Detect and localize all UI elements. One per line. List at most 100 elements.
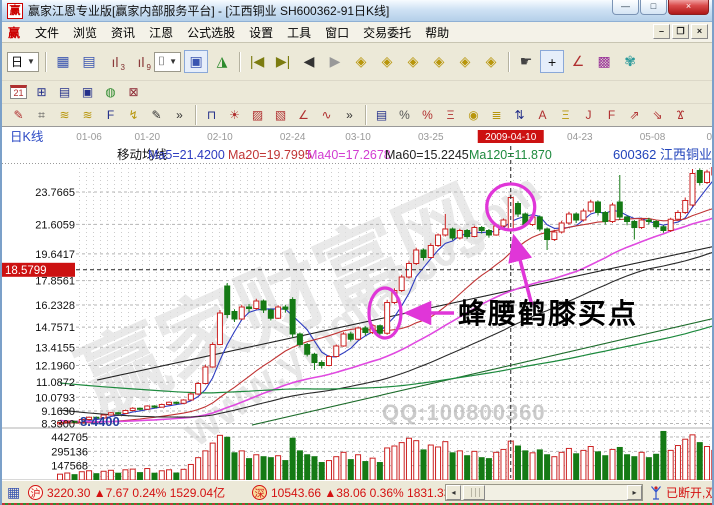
gann-grid-gold-icon[interactable]: ≋	[82, 108, 93, 122]
toolbar-main: 日 ▼ ▦ ▤ ıl 3 ıl 9 ⌷ ▼ ▣ ◮ |◀ ▶| ◀ ▶ ◈ ◈ ◈ ◈ ◈ ◈ ☛ + ∠ ▩ ✾	[2, 43, 712, 81]
zoom-diamond-h-icon[interactable]: ◈	[407, 53, 419, 69]
horizontal-scrollbar[interactable]: ◂ ▸	[445, 484, 643, 501]
ma-value-label: Ma40=17.2678	[307, 148, 391, 162]
kline-period-combo[interactable]: 日 ▼	[7, 51, 39, 72]
bars-3-icon[interactable]: ıl 3	[111, 53, 125, 73]
menu-item-9[interactable]: 帮助	[425, 25, 450, 40]
menu-item-6[interactable]: 工具	[287, 25, 312, 40]
zoom-diamond-left-icon[interactable]: ◈	[355, 53, 367, 69]
transfer-icon[interactable]: ⊠	[128, 85, 139, 99]
channel-icon[interactable]: ⊓	[206, 108, 217, 122]
last-page-icon[interactable]: ▶|	[275, 53, 291, 69]
mark-window-icon[interactable]: ▣	[184, 50, 209, 73]
date-tick-label: 02-10	[207, 132, 233, 143]
angle-measure-icon[interactable]: ∠	[571, 53, 585, 69]
gold-levels-icon[interactable]: Ξ	[561, 108, 570, 122]
zoom-diamond-v-icon[interactable]: ◈	[433, 53, 445, 69]
menu-item-3[interactable]: 江恩	[149, 25, 174, 40]
next-icon[interactable]: ▶	[329, 53, 341, 69]
notes-icon[interactable]: ▤	[58, 85, 71, 99]
pattern-box-icon[interactable]: ▨	[251, 108, 264, 122]
status-bar: ▦ 沪 3220.30 ▲7.67 0.24% 1529.04亿 深 10543…	[2, 480, 712, 503]
menu-item-0[interactable]: 文件	[35, 25, 60, 40]
menu-logo-icon: 赢	[8, 25, 21, 40]
rays-icon[interactable]: ☀	[229, 108, 240, 122]
scrollbar-track[interactable]	[485, 485, 627, 500]
menu-item-4[interactable]: 公式选股	[187, 25, 236, 40]
crosshair-icon[interactable]: +	[540, 50, 565, 73]
pattern-box2-icon[interactable]: ▧	[274, 108, 287, 122]
price-axis-label: 19.6417	[35, 249, 75, 261]
bars-9-icon[interactable]: ıl 9	[137, 53, 151, 73]
quote-grid-icon[interactable]: ▦	[7, 484, 21, 500]
menu-item-1[interactable]: 浏览	[73, 25, 98, 40]
zoom-diamond-in-icon[interactable]: ◈	[459, 53, 471, 69]
formula-icon[interactable]: ✾	[624, 53, 636, 69]
j-tool-icon[interactable]: J	[585, 108, 592, 122]
calendar-icon[interactable]: 21	[8, 83, 29, 102]
grid-tool-icon[interactable]: ⌗	[38, 107, 45, 122]
report-icon[interactable]: ▤	[82, 53, 96, 69]
zoom-diamond-out-icon[interactable]: ◈	[485, 53, 497, 69]
price-axis-label: 8.3300	[41, 419, 75, 431]
minimize-button[interactable]: —	[612, 0, 639, 15]
trend-down-icon[interactable]: ⇘	[652, 108, 663, 122]
gold-circle-icon[interactable]: ◉	[468, 108, 479, 122]
menu-item-5[interactable]: 设置	[249, 25, 274, 40]
menu-item-8[interactable]: 交易委托	[363, 25, 412, 40]
menu-item-7[interactable]: 窗口	[325, 25, 350, 40]
menu-bar: 赢 文件 浏览 资讯 江恩 公式选股 设置 工具 窗口 交易委托 帮助 – ❐ ×	[2, 22, 712, 43]
gold-bars-icon[interactable]: ≣	[491, 108, 502, 122]
levels-icon[interactable]: Ξ	[446, 108, 455, 122]
scroll-left-arrow[interactable]: ◂	[446, 485, 461, 500]
angle-lines-icon[interactable]: ∠	[298, 108, 309, 122]
mdi-close-button[interactable]: ×	[691, 24, 708, 39]
misc-tool-icon[interactable]: Ϫ	[676, 108, 685, 122]
a-label-icon[interactable]: A	[538, 108, 547, 122]
f-tool-icon[interactable]: F	[607, 108, 616, 122]
close-button[interactable]: ×	[668, 0, 709, 15]
scrollbar-thumb[interactable]	[463, 485, 485, 500]
more-tools-1-icon[interactable]: »	[176, 108, 183, 122]
connection-status-text[interactable]: 已断开,双点打开.	[666, 486, 712, 500]
maximize-button[interactable]: □	[640, 0, 667, 15]
percent2-icon[interactable]: %	[422, 108, 433, 122]
calculator-icon[interactable]: ⊞	[36, 85, 47, 99]
mdi-restore-button[interactable]: ❐	[672, 24, 689, 39]
title-bar[interactable]: 赢 赢家江恩专业版[赢家内部服务平台] - [江西铜业 SH600362-91日…	[2, 0, 712, 22]
price-axis-label: 21.6059	[35, 219, 75, 231]
zoom-diamond-right-icon[interactable]: ◈	[381, 53, 393, 69]
wave-tool-icon[interactable]: ∿	[321, 108, 332, 122]
kline-chart-area[interactable]: 赢家财富网 www.yingjia360.com QQ:100800360 23.76…	[2, 127, 714, 480]
mdi-minimize-button[interactable]: –	[653, 24, 670, 39]
more-tools-2-icon[interactable]: »	[346, 108, 353, 122]
gann-line-gold-icon[interactable]: ≋	[59, 108, 70, 122]
percent1-icon[interactable]: %	[399, 108, 410, 122]
export-icon[interactable]: ◍	[105, 85, 116, 99]
updown-icon[interactable]: ⇅	[514, 108, 525, 122]
scroll-right-arrow[interactable]: ▸	[627, 485, 642, 500]
pen-icon[interactable]: ✎	[13, 108, 24, 122]
hand-icon[interactable]: ☛	[519, 53, 533, 69]
menu-item-2[interactable]: 资讯	[111, 25, 136, 40]
first-page-icon[interactable]: |◀	[249, 53, 265, 69]
prev-icon[interactable]: ◀	[303, 53, 315, 69]
ma120-line	[59, 325, 712, 394]
toolbar-separator	[365, 105, 366, 125]
save-icon[interactable]: ▣	[81, 85, 94, 99]
trend-up-icon[interactable]: ⇗	[629, 108, 640, 122]
arc-tool-icon[interactable]: ↯	[128, 108, 139, 122]
buy-point-annotation-text: 蜂腰鹤膝买点	[458, 298, 638, 329]
gann-box-icon[interactable]: ▩	[597, 53, 611, 69]
pen2-icon[interactable]: ✎	[151, 108, 162, 122]
fib-table-icon[interactable]: F	[106, 108, 115, 122]
crosshair-price-text: 18.5799	[5, 265, 47, 277]
kline-chart-canvas[interactable]: 赢家财富网www.yingjia360.comQQ:10080036023.76…	[2, 127, 714, 480]
cylinder-combo[interactable]: ⌷ ▼	[153, 51, 182, 72]
board-icon[interactable]: ▤	[375, 108, 388, 122]
buy-point-arrow	[508, 233, 534, 306]
color-chart-icon[interactable]: ◮	[216, 53, 228, 69]
analysis-icon[interactable]: ▦	[56, 53, 70, 69]
